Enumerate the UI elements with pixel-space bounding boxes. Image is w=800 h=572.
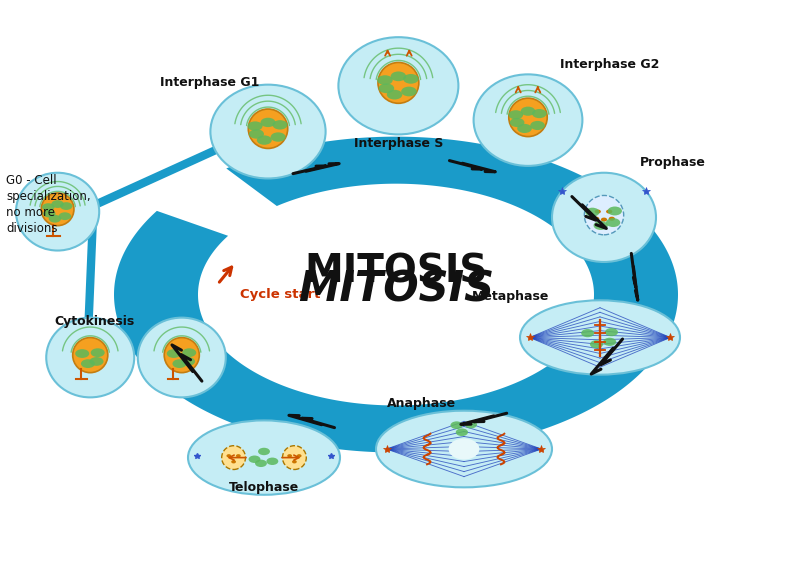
- Ellipse shape: [456, 428, 468, 436]
- Ellipse shape: [606, 218, 620, 227]
- Ellipse shape: [474, 74, 582, 166]
- Circle shape: [509, 98, 547, 137]
- Text: Cytokinesis: Cytokinesis: [54, 315, 134, 328]
- Ellipse shape: [520, 300, 680, 375]
- Text: Telophase: Telophase: [229, 480, 299, 494]
- Ellipse shape: [273, 120, 287, 129]
- Ellipse shape: [90, 348, 105, 357]
- Ellipse shape: [75, 349, 90, 358]
- Text: Interphase G2: Interphase G2: [560, 58, 659, 72]
- Ellipse shape: [401, 86, 417, 96]
- Text: G0 - Cell
specialization,
no more
divisions: G0 - Cell specialization, no more divisi…: [6, 174, 91, 236]
- Ellipse shape: [81, 359, 95, 368]
- Ellipse shape: [403, 74, 418, 84]
- Ellipse shape: [257, 136, 272, 145]
- Ellipse shape: [42, 203, 54, 211]
- Ellipse shape: [590, 340, 603, 348]
- Ellipse shape: [287, 454, 292, 458]
- Text: Interphase G1: Interphase G1: [160, 76, 259, 89]
- Ellipse shape: [608, 206, 622, 216]
- Text: Cycle start: Cycle start: [240, 288, 320, 301]
- Ellipse shape: [249, 129, 264, 138]
- Ellipse shape: [226, 454, 231, 458]
- Ellipse shape: [581, 329, 594, 337]
- Ellipse shape: [530, 121, 545, 130]
- Ellipse shape: [16, 173, 99, 251]
- Ellipse shape: [297, 454, 302, 458]
- Ellipse shape: [378, 84, 394, 93]
- Ellipse shape: [210, 85, 326, 178]
- Ellipse shape: [261, 118, 275, 127]
- Ellipse shape: [338, 37, 458, 134]
- Ellipse shape: [593, 217, 599, 221]
- Ellipse shape: [594, 209, 601, 213]
- Ellipse shape: [270, 132, 286, 142]
- Polygon shape: [114, 137, 678, 452]
- Circle shape: [73, 337, 108, 372]
- Ellipse shape: [43, 210, 55, 217]
- Ellipse shape: [188, 420, 340, 495]
- Ellipse shape: [552, 173, 656, 262]
- Ellipse shape: [60, 202, 73, 210]
- Circle shape: [282, 446, 306, 470]
- Ellipse shape: [138, 317, 226, 398]
- Ellipse shape: [49, 215, 61, 223]
- Ellipse shape: [605, 328, 618, 336]
- Ellipse shape: [51, 200, 64, 208]
- Ellipse shape: [517, 124, 532, 133]
- Circle shape: [164, 337, 199, 372]
- Ellipse shape: [258, 448, 270, 455]
- Ellipse shape: [521, 106, 535, 116]
- Ellipse shape: [450, 422, 462, 429]
- Ellipse shape: [181, 357, 195, 366]
- Circle shape: [584, 196, 624, 235]
- Ellipse shape: [166, 349, 181, 358]
- Ellipse shape: [377, 76, 393, 85]
- Text: Metaphase: Metaphase: [472, 290, 550, 303]
- Ellipse shape: [90, 357, 103, 366]
- Ellipse shape: [231, 460, 236, 463]
- Text: Interphase S: Interphase S: [354, 137, 443, 150]
- Ellipse shape: [236, 454, 241, 458]
- Ellipse shape: [465, 421, 477, 428]
- Ellipse shape: [266, 458, 278, 465]
- Ellipse shape: [386, 90, 402, 100]
- Ellipse shape: [46, 317, 134, 398]
- Ellipse shape: [510, 118, 525, 127]
- Ellipse shape: [249, 455, 261, 463]
- Ellipse shape: [255, 460, 267, 467]
- Circle shape: [222, 446, 246, 470]
- Circle shape: [248, 109, 288, 149]
- Ellipse shape: [601, 217, 607, 221]
- Ellipse shape: [376, 411, 552, 487]
- Ellipse shape: [292, 460, 297, 463]
- Ellipse shape: [390, 72, 406, 81]
- Ellipse shape: [606, 209, 612, 213]
- Ellipse shape: [594, 221, 608, 230]
- Text: Prophase: Prophase: [640, 156, 706, 169]
- Text: Anaphase: Anaphase: [387, 397, 456, 410]
- Ellipse shape: [532, 109, 546, 118]
- Text: MITOSIS: MITOSIS: [298, 269, 494, 311]
- Ellipse shape: [58, 212, 71, 220]
- Text: MITOSIS: MITOSIS: [304, 253, 488, 291]
- Ellipse shape: [586, 208, 599, 217]
- Circle shape: [42, 193, 74, 225]
- Ellipse shape: [182, 348, 196, 357]
- Ellipse shape: [609, 217, 615, 221]
- Ellipse shape: [603, 337, 616, 346]
- Circle shape: [378, 62, 419, 104]
- Ellipse shape: [449, 439, 479, 459]
- Ellipse shape: [509, 110, 523, 120]
- Ellipse shape: [247, 121, 262, 131]
- Ellipse shape: [173, 359, 186, 368]
